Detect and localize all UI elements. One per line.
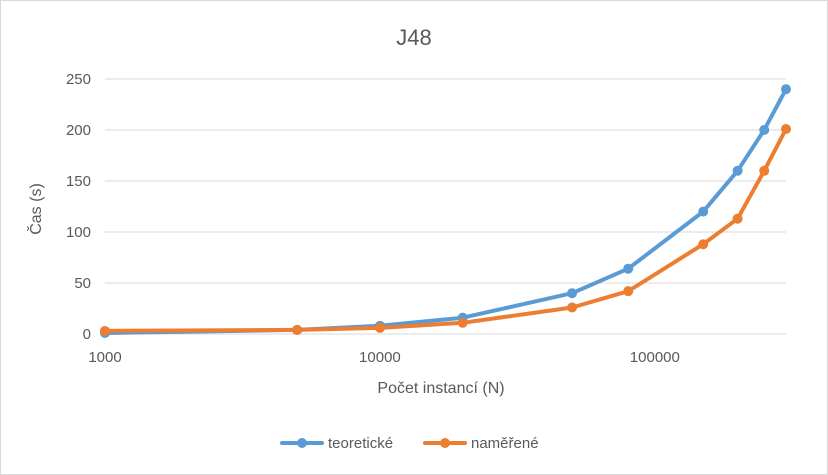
legend-label: teoretické bbox=[328, 435, 393, 452]
data-point bbox=[457, 317, 468, 328]
series-1 bbox=[100, 123, 791, 336]
data-point bbox=[781, 123, 791, 134]
data-point bbox=[623, 263, 634, 274]
y-axis-label: Čas (s) bbox=[26, 183, 45, 235]
data-point bbox=[292, 324, 303, 335]
legend-item: naměřené bbox=[423, 435, 539, 452]
x-axis-ticks: 1000 10000 100000 bbox=[88, 349, 680, 366]
gridlines bbox=[105, 78, 786, 335]
data-point bbox=[732, 165, 743, 176]
chart-title: J48 bbox=[396, 25, 431, 50]
data-point bbox=[732, 213, 743, 224]
y-tick-label: 100 bbox=[66, 224, 91, 241]
data-point bbox=[567, 302, 578, 313]
data-point bbox=[781, 84, 791, 95]
data-point bbox=[698, 206, 709, 217]
x-tick-label: 10000 bbox=[359, 349, 401, 366]
data-point bbox=[759, 165, 770, 176]
x-tick-label: 100000 bbox=[630, 349, 680, 366]
y-tick-label: 0 bbox=[83, 326, 91, 343]
x-axis-label: Počet instancí (N) bbox=[377, 380, 504, 397]
series-0 bbox=[100, 84, 791, 338]
y-tick-label: 150 bbox=[66, 173, 91, 190]
series-line bbox=[103, 87, 788, 335]
data-point bbox=[100, 325, 110, 336]
legend-marker bbox=[440, 438, 450, 448]
legend-label: naměřené bbox=[471, 435, 539, 452]
x-tick-label: 1000 bbox=[88, 349, 121, 366]
data-point bbox=[567, 288, 578, 299]
data-point bbox=[698, 239, 709, 250]
legend-item: teoretické bbox=[280, 435, 393, 452]
series-lines bbox=[100, 84, 791, 338]
series-line bbox=[103, 127, 788, 333]
data-point bbox=[759, 125, 770, 135]
data-point bbox=[374, 322, 385, 333]
legend-marker bbox=[297, 438, 307, 448]
y-tick-label: 200 bbox=[66, 122, 91, 139]
y-axis-ticks: 0 50 100 150 200 250 bbox=[66, 71, 91, 343]
y-tick-label: 50 bbox=[74, 275, 91, 292]
legend: teoretické naměřené bbox=[280, 435, 539, 452]
y-tick-label: 250 bbox=[66, 71, 91, 88]
data-point bbox=[623, 286, 634, 297]
